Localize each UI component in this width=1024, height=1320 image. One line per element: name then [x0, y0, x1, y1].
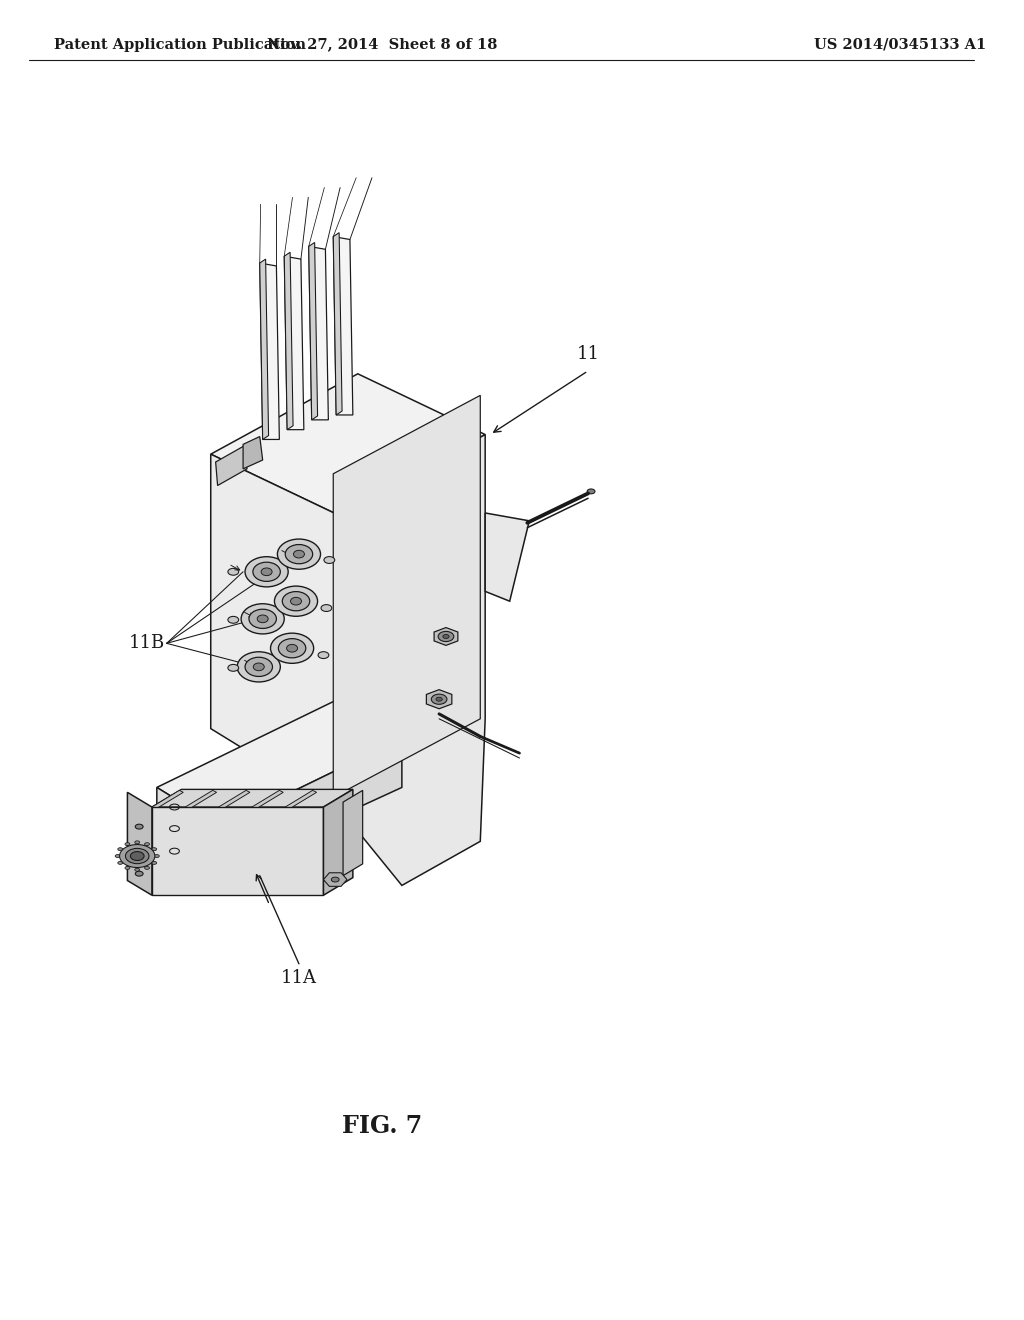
Ellipse shape — [261, 568, 272, 576]
Ellipse shape — [587, 488, 595, 494]
Ellipse shape — [436, 697, 442, 701]
Polygon shape — [157, 700, 401, 826]
Ellipse shape — [274, 586, 317, 616]
Ellipse shape — [228, 664, 239, 672]
Polygon shape — [218, 791, 250, 809]
Ellipse shape — [321, 605, 332, 611]
Ellipse shape — [228, 616, 239, 623]
Ellipse shape — [253, 562, 281, 581]
Text: 11B: 11B — [128, 635, 165, 652]
Polygon shape — [152, 789, 353, 807]
Ellipse shape — [135, 841, 139, 843]
Ellipse shape — [245, 557, 288, 587]
Ellipse shape — [245, 657, 272, 676]
Ellipse shape — [118, 862, 123, 865]
Polygon shape — [243, 437, 263, 469]
Ellipse shape — [438, 631, 454, 642]
Polygon shape — [185, 791, 217, 809]
Polygon shape — [285, 252, 293, 430]
Ellipse shape — [155, 854, 160, 858]
Ellipse shape — [442, 635, 450, 639]
Ellipse shape — [238, 652, 281, 682]
Ellipse shape — [257, 615, 268, 623]
Ellipse shape — [279, 639, 306, 657]
Polygon shape — [285, 256, 304, 430]
Polygon shape — [152, 807, 324, 895]
Ellipse shape — [130, 851, 144, 861]
Ellipse shape — [126, 849, 148, 863]
Text: 11: 11 — [577, 346, 599, 363]
Text: US 2014/0345133 A1: US 2014/0345133 A1 — [813, 37, 986, 51]
Ellipse shape — [270, 634, 313, 664]
Polygon shape — [324, 789, 353, 895]
Polygon shape — [252, 791, 284, 809]
Ellipse shape — [283, 591, 309, 611]
Polygon shape — [211, 454, 338, 807]
Polygon shape — [333, 396, 480, 797]
Ellipse shape — [144, 842, 150, 846]
Text: FIG. 7: FIG. 7 — [342, 1114, 422, 1138]
Polygon shape — [426, 689, 452, 709]
Polygon shape — [324, 873, 347, 886]
Ellipse shape — [291, 598, 301, 605]
Ellipse shape — [241, 603, 285, 634]
Ellipse shape — [152, 847, 157, 850]
Polygon shape — [152, 791, 183, 809]
Ellipse shape — [125, 866, 130, 870]
Ellipse shape — [144, 866, 150, 870]
Ellipse shape — [431, 694, 446, 705]
Polygon shape — [157, 788, 220, 871]
Polygon shape — [343, 791, 362, 875]
Text: Patent Application Publication: Patent Application Publication — [54, 37, 306, 51]
Polygon shape — [333, 232, 342, 414]
Ellipse shape — [135, 869, 139, 871]
Polygon shape — [434, 627, 458, 645]
Polygon shape — [260, 263, 280, 440]
Ellipse shape — [286, 545, 312, 564]
Polygon shape — [127, 792, 152, 895]
Ellipse shape — [278, 539, 321, 569]
Polygon shape — [286, 791, 316, 809]
Text: Nov. 27, 2014  Sheet 8 of 18: Nov. 27, 2014 Sheet 8 of 18 — [267, 37, 498, 51]
Ellipse shape — [135, 871, 143, 876]
Ellipse shape — [135, 854, 143, 858]
Polygon shape — [216, 445, 247, 486]
Polygon shape — [260, 259, 268, 440]
Ellipse shape — [228, 569, 239, 576]
Ellipse shape — [120, 845, 155, 867]
Ellipse shape — [332, 876, 339, 882]
Ellipse shape — [253, 663, 264, 671]
Ellipse shape — [318, 652, 329, 659]
Ellipse shape — [125, 842, 130, 846]
Polygon shape — [309, 243, 317, 420]
Polygon shape — [220, 738, 401, 871]
Polygon shape — [333, 236, 353, 414]
Ellipse shape — [249, 610, 276, 628]
Polygon shape — [211, 374, 485, 515]
Polygon shape — [338, 434, 485, 886]
Polygon shape — [485, 513, 529, 601]
Polygon shape — [309, 247, 329, 420]
Text: 11A: 11A — [281, 969, 317, 987]
Ellipse shape — [324, 557, 335, 564]
Ellipse shape — [118, 847, 123, 850]
Ellipse shape — [135, 824, 143, 829]
Ellipse shape — [287, 644, 298, 652]
Ellipse shape — [294, 550, 304, 558]
Ellipse shape — [115, 854, 120, 858]
Ellipse shape — [152, 862, 157, 865]
